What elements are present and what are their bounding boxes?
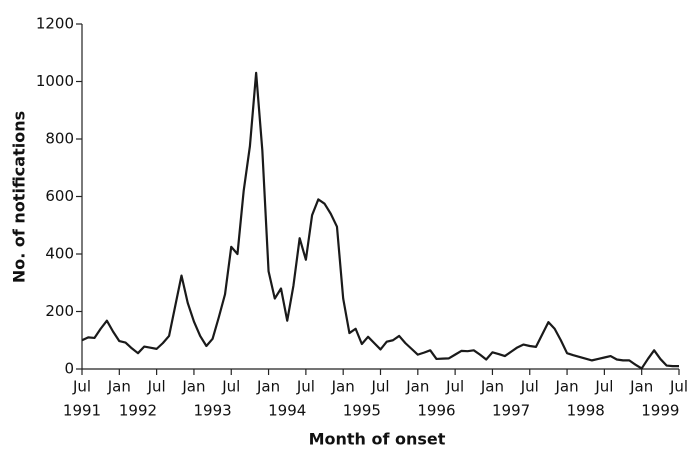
year-label: 1993 [194, 402, 232, 420]
x-tick-label: Jul [445, 378, 464, 396]
year-label: 1998 [567, 402, 605, 420]
x-tick-label: Jan [405, 378, 429, 396]
year-label: 1997 [492, 402, 530, 420]
y-tick-label: 1000 [36, 72, 74, 90]
y-axis-title: No. of notifications [10, 111, 29, 283]
year-label: 1991 [63, 402, 101, 420]
x-tick-label: Jul [669, 378, 688, 396]
year-label: 1994 [268, 402, 306, 420]
x-tick-label: Jan [555, 378, 579, 396]
y-tick-label: 0 [64, 360, 74, 378]
y-tick-label: 400 [45, 245, 74, 263]
x-tick-label: Jan [256, 378, 280, 396]
y-tick-label: 200 [45, 302, 74, 320]
x-tick-label: Jan [480, 378, 504, 396]
x-tick-label: Jul [370, 378, 389, 396]
y-tick-label: 800 [45, 130, 74, 148]
year-label: 1992 [119, 402, 157, 420]
x-tick-label: Jul [147, 378, 166, 396]
y-tick-label: 600 [45, 187, 74, 205]
x-tick-label: Jul [520, 378, 539, 396]
x-tick-label: Jul [594, 378, 613, 396]
x-tick-label: Jan [181, 378, 205, 396]
year-label: 1999 [641, 402, 679, 420]
x-tick-label: Jul [296, 378, 315, 396]
x-axis-title: Month of onset [309, 430, 446, 449]
x-tick-label: Jan [331, 378, 355, 396]
year-label: 1996 [417, 402, 455, 420]
x-tick-label: Jul [221, 378, 240, 396]
data-line [81, 71, 679, 370]
year-label: 1995 [343, 402, 381, 420]
x-tick-label: Jan [629, 378, 653, 396]
y-tick-label: 1200 [36, 15, 74, 33]
x-tick-label: Jan [107, 378, 131, 396]
x-tick-label: Jul [72, 378, 91, 396]
